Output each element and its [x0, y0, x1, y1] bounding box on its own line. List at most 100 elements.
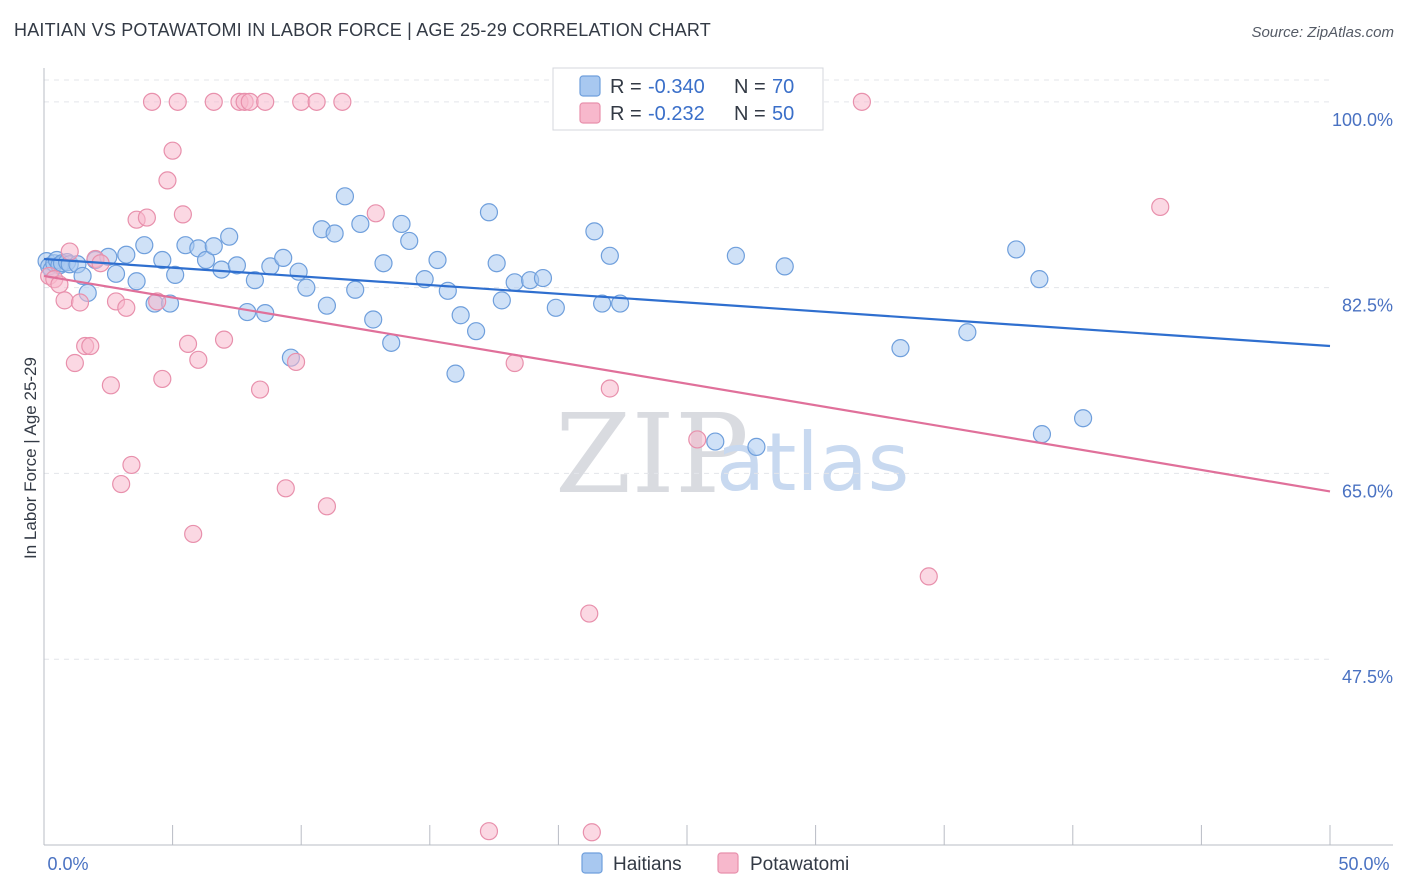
data-point: [204, 237, 223, 256]
data-point: [1032, 425, 1052, 444]
data-point: [112, 474, 131, 494]
legend-swatch-potawatomi: [579, 102, 601, 124]
data-point: [70, 293, 90, 312]
data-point: [688, 430, 707, 449]
data-point: [153, 250, 172, 270]
data-point: [335, 187, 355, 206]
bottom-legend-label-potawatomi: Potawatomi: [750, 854, 849, 875]
y-tick-label: 65.0%: [1342, 481, 1393, 501]
data-point: [351, 214, 370, 234]
data-point: [227, 256, 246, 275]
data-point: [775, 257, 794, 276]
data-point: [73, 266, 92, 286]
y-tick-label: 82.5%: [1342, 296, 1393, 316]
data-point: [479, 203, 499, 222]
data-point: [919, 567, 938, 586]
data-point: [546, 298, 565, 317]
data-point: [166, 265, 185, 284]
data-point: [479, 822, 499, 841]
data-point: [307, 92, 326, 111]
axes: [43, 68, 1393, 846]
data-point: [184, 524, 203, 544]
data-point: [891, 339, 910, 358]
source-credit: Source: ZipAtlas.com: [1251, 24, 1394, 41]
data-point: [366, 204, 385, 223]
data-point: [148, 292, 167, 311]
data-point: [65, 353, 84, 373]
legend-r-value-potawatomi: -0.232: [648, 103, 705, 125]
data-point: [451, 306, 470, 325]
data-point: [706, 432, 725, 451]
y-tick-labels: 47.5% 65.0% 82.5% 100.0%: [1332, 110, 1393, 687]
bottom-legend-swatch-potawatomi: [717, 852, 739, 874]
data-point: [382, 333, 401, 352]
data-point: [533, 268, 553, 288]
data-point: [220, 227, 239, 246]
data-point: [55, 291, 74, 310]
data-point: [346, 280, 365, 299]
data-point: [60, 242, 79, 261]
data-point: [178, 334, 198, 354]
data-point: [168, 92, 187, 111]
trend-lines: [43, 257, 1331, 493]
data-point: [726, 246, 745, 265]
data-point: [364, 310, 383, 329]
data-point: [276, 479, 295, 498]
data-point: [374, 254, 393, 273]
legend-r-label-2: R =: [610, 103, 642, 125]
data-point: [580, 604, 599, 623]
data-point: [204, 92, 223, 111]
data-point: [333, 92, 352, 111]
watermark-atlas: atlas: [716, 416, 909, 509]
data-point: [142, 92, 162, 111]
correlation-legend: R = -0.340 N = 70 R = -0.232 N = 50: [552, 67, 824, 131]
legend-swatch-haitians: [579, 75, 601, 97]
data-point: [593, 294, 612, 313]
data-point: [189, 350, 208, 369]
data-point: [250, 380, 270, 399]
data-point: [392, 214, 411, 234]
data-point: [466, 322, 486, 341]
x-tick-label-min: 0.0%: [47, 854, 88, 874]
legend-n-value-haitians: 70: [772, 76, 794, 98]
data-point: [852, 92, 871, 111]
data-point: [600, 246, 619, 265]
data-point: [196, 250, 216, 270]
legend-n-label-2: N =: [734, 103, 766, 125]
data-point: [117, 245, 136, 264]
data-point: [163, 141, 182, 160]
watermark-zip: ZIP: [555, 390, 749, 518]
data-point: [286, 352, 306, 372]
data-point: [214, 330, 234, 349]
data-point: [317, 497, 337, 516]
data-point: [292, 92, 311, 111]
data-point: [1007, 240, 1026, 259]
data-point: [274, 248, 293, 268]
data-point: [505, 273, 524, 292]
legend-r-label-1: R =: [610, 76, 642, 98]
y-tick-label: 100.0%: [1332, 110, 1393, 130]
data-point: [240, 92, 259, 111]
data-point: [137, 208, 156, 227]
data-point: [297, 278, 316, 297]
data-point: [153, 369, 172, 389]
chart-title: HAITIAN VS POTAWATOMI IN LABOR FORCE | A…: [14, 20, 711, 40]
data-point: [106, 264, 126, 283]
x-tick-label-max: 50.0%: [1338, 854, 1389, 874]
bottom-legend-swatch-haitians: [581, 852, 603, 874]
data-point: [256, 92, 275, 111]
data-point: [101, 376, 120, 395]
series-legend: Haitians Potawatomi: [581, 852, 849, 875]
data-point: [1073, 409, 1093, 428]
data-point: [173, 205, 192, 224]
gridlines: [44, 79, 1330, 660]
data-point: [325, 224, 344, 243]
data-point: [492, 291, 511, 310]
legend-r-value-haitians: -0.340: [648, 76, 705, 98]
data-point: [487, 254, 506, 273]
legend-n-label-1: N =: [734, 76, 766, 98]
data-point: [747, 437, 766, 456]
data-point: [428, 250, 447, 270]
data-point: [117, 298, 136, 317]
data-point: [400, 231, 419, 251]
